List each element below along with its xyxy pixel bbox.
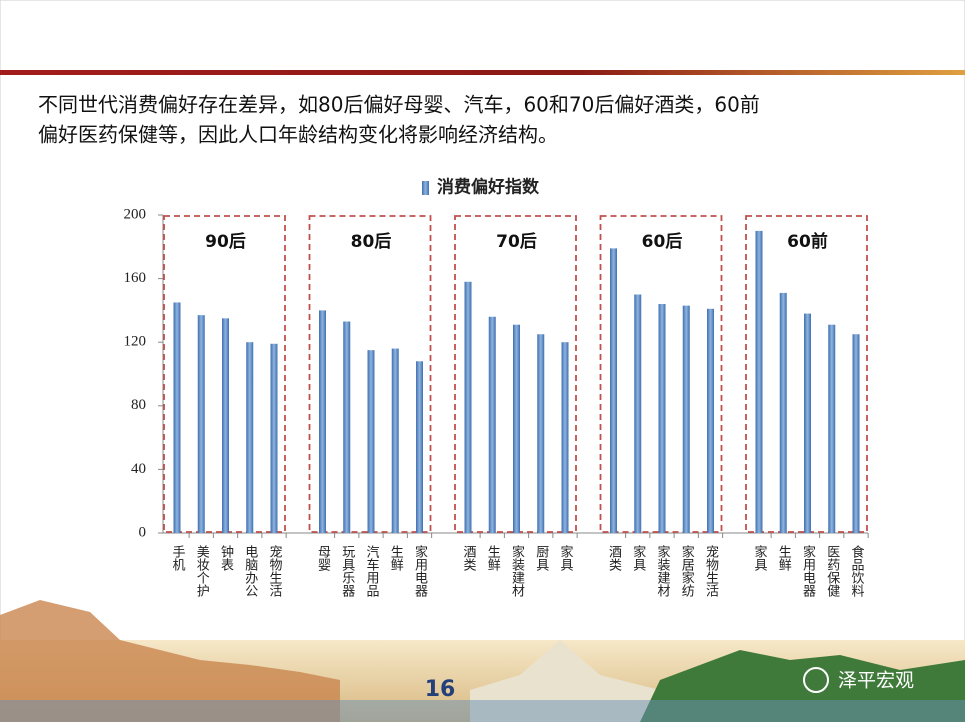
bar xyxy=(537,334,545,533)
y-tick-label: 160 xyxy=(124,270,147,286)
bar xyxy=(658,304,666,533)
paragraph-line: 偏好医药保健等，因此人口年龄结构变化将影响经济结构。 xyxy=(38,123,558,147)
y-tick-label: 40 xyxy=(131,461,146,477)
bar xyxy=(513,324,520,533)
bar xyxy=(270,343,278,533)
group-box xyxy=(163,215,286,533)
group-label: 60后 xyxy=(642,232,683,252)
x-tick-label: 家具 xyxy=(558,544,574,571)
bar xyxy=(367,350,375,533)
bar xyxy=(779,292,787,533)
watermark: 泽平宏观 xyxy=(838,670,914,692)
bar xyxy=(561,342,569,533)
y-tick-label: 200 xyxy=(124,206,147,222)
header-bar xyxy=(0,70,965,75)
x-tick-label: 家用电器 xyxy=(412,544,428,598)
bar xyxy=(852,334,860,533)
y-tick-label: 0 xyxy=(139,524,147,540)
group-box xyxy=(599,215,723,533)
group-box xyxy=(745,215,868,533)
bar xyxy=(464,281,472,533)
group-label: 80后 xyxy=(351,232,392,252)
x-tick-label: 家居家纺 xyxy=(679,544,695,598)
bar xyxy=(391,348,399,533)
x-tick-label: 母婴 xyxy=(315,545,331,571)
bar xyxy=(828,324,836,533)
x-tick-label: 玩具乐器 xyxy=(339,545,355,598)
bar xyxy=(610,248,617,533)
group-label: 70后 xyxy=(496,232,537,252)
x-tick-label: 钟表 xyxy=(218,544,234,571)
group-label: 60前 xyxy=(787,231,828,252)
x-tick-label: 家用电器 xyxy=(800,544,816,598)
x-tick-label: 汽车用品 xyxy=(364,545,380,597)
x-tick-label: 宠物生活 xyxy=(267,544,283,597)
bar xyxy=(197,315,205,533)
x-tick-label: 生鲜 xyxy=(776,545,792,572)
x-tick-label: 家装建材 xyxy=(655,544,671,597)
page-number: 16 xyxy=(425,677,456,702)
x-tick-label: 手机 xyxy=(170,545,186,572)
group-box xyxy=(308,215,432,533)
bar xyxy=(755,230,763,533)
x-tick-label: 酒类 xyxy=(606,545,622,571)
paragraph-line: 不同世代消费偏好存在差异，如80后偏好母婴、汽车，60和70后偏好酒类，60前 xyxy=(38,93,760,117)
x-tick-label: 电脑办公 xyxy=(242,545,258,597)
x-tick-label: 酒类 xyxy=(461,545,477,571)
x-tick-label: 食品饮料 xyxy=(849,544,865,597)
bar xyxy=(222,318,229,533)
bar xyxy=(488,316,496,533)
x-tick-label: 美妆个护 xyxy=(194,545,210,598)
bar xyxy=(416,361,423,533)
x-tick-label: 医药保健 xyxy=(824,545,840,598)
wechat-icon xyxy=(803,667,829,693)
bar xyxy=(343,321,351,533)
x-tick-label: 家具 xyxy=(630,544,646,571)
group-box xyxy=(454,215,577,533)
bar xyxy=(173,302,181,533)
legend-swatch xyxy=(422,181,429,195)
building xyxy=(0,600,340,722)
water xyxy=(0,700,965,722)
x-tick-label: 家装建材 xyxy=(509,544,525,597)
bar xyxy=(319,310,326,533)
bar xyxy=(707,308,714,533)
x-tick-label: 宠物生活 xyxy=(703,544,719,597)
bar xyxy=(682,305,690,533)
bar xyxy=(634,294,642,533)
bar xyxy=(804,313,811,533)
x-tick-label: 生鲜 xyxy=(388,545,404,572)
y-tick-label: 120 xyxy=(124,334,147,350)
group-label: 90后 xyxy=(205,232,246,252)
bar xyxy=(246,342,254,533)
legend-label: 消费偏好指数 xyxy=(437,177,540,198)
x-tick-label: 厨具 xyxy=(533,545,549,571)
y-tick-label: 80 xyxy=(131,397,146,413)
x-tick-label: 生鲜 xyxy=(485,545,501,572)
x-tick-label: 家具 xyxy=(752,544,768,571)
